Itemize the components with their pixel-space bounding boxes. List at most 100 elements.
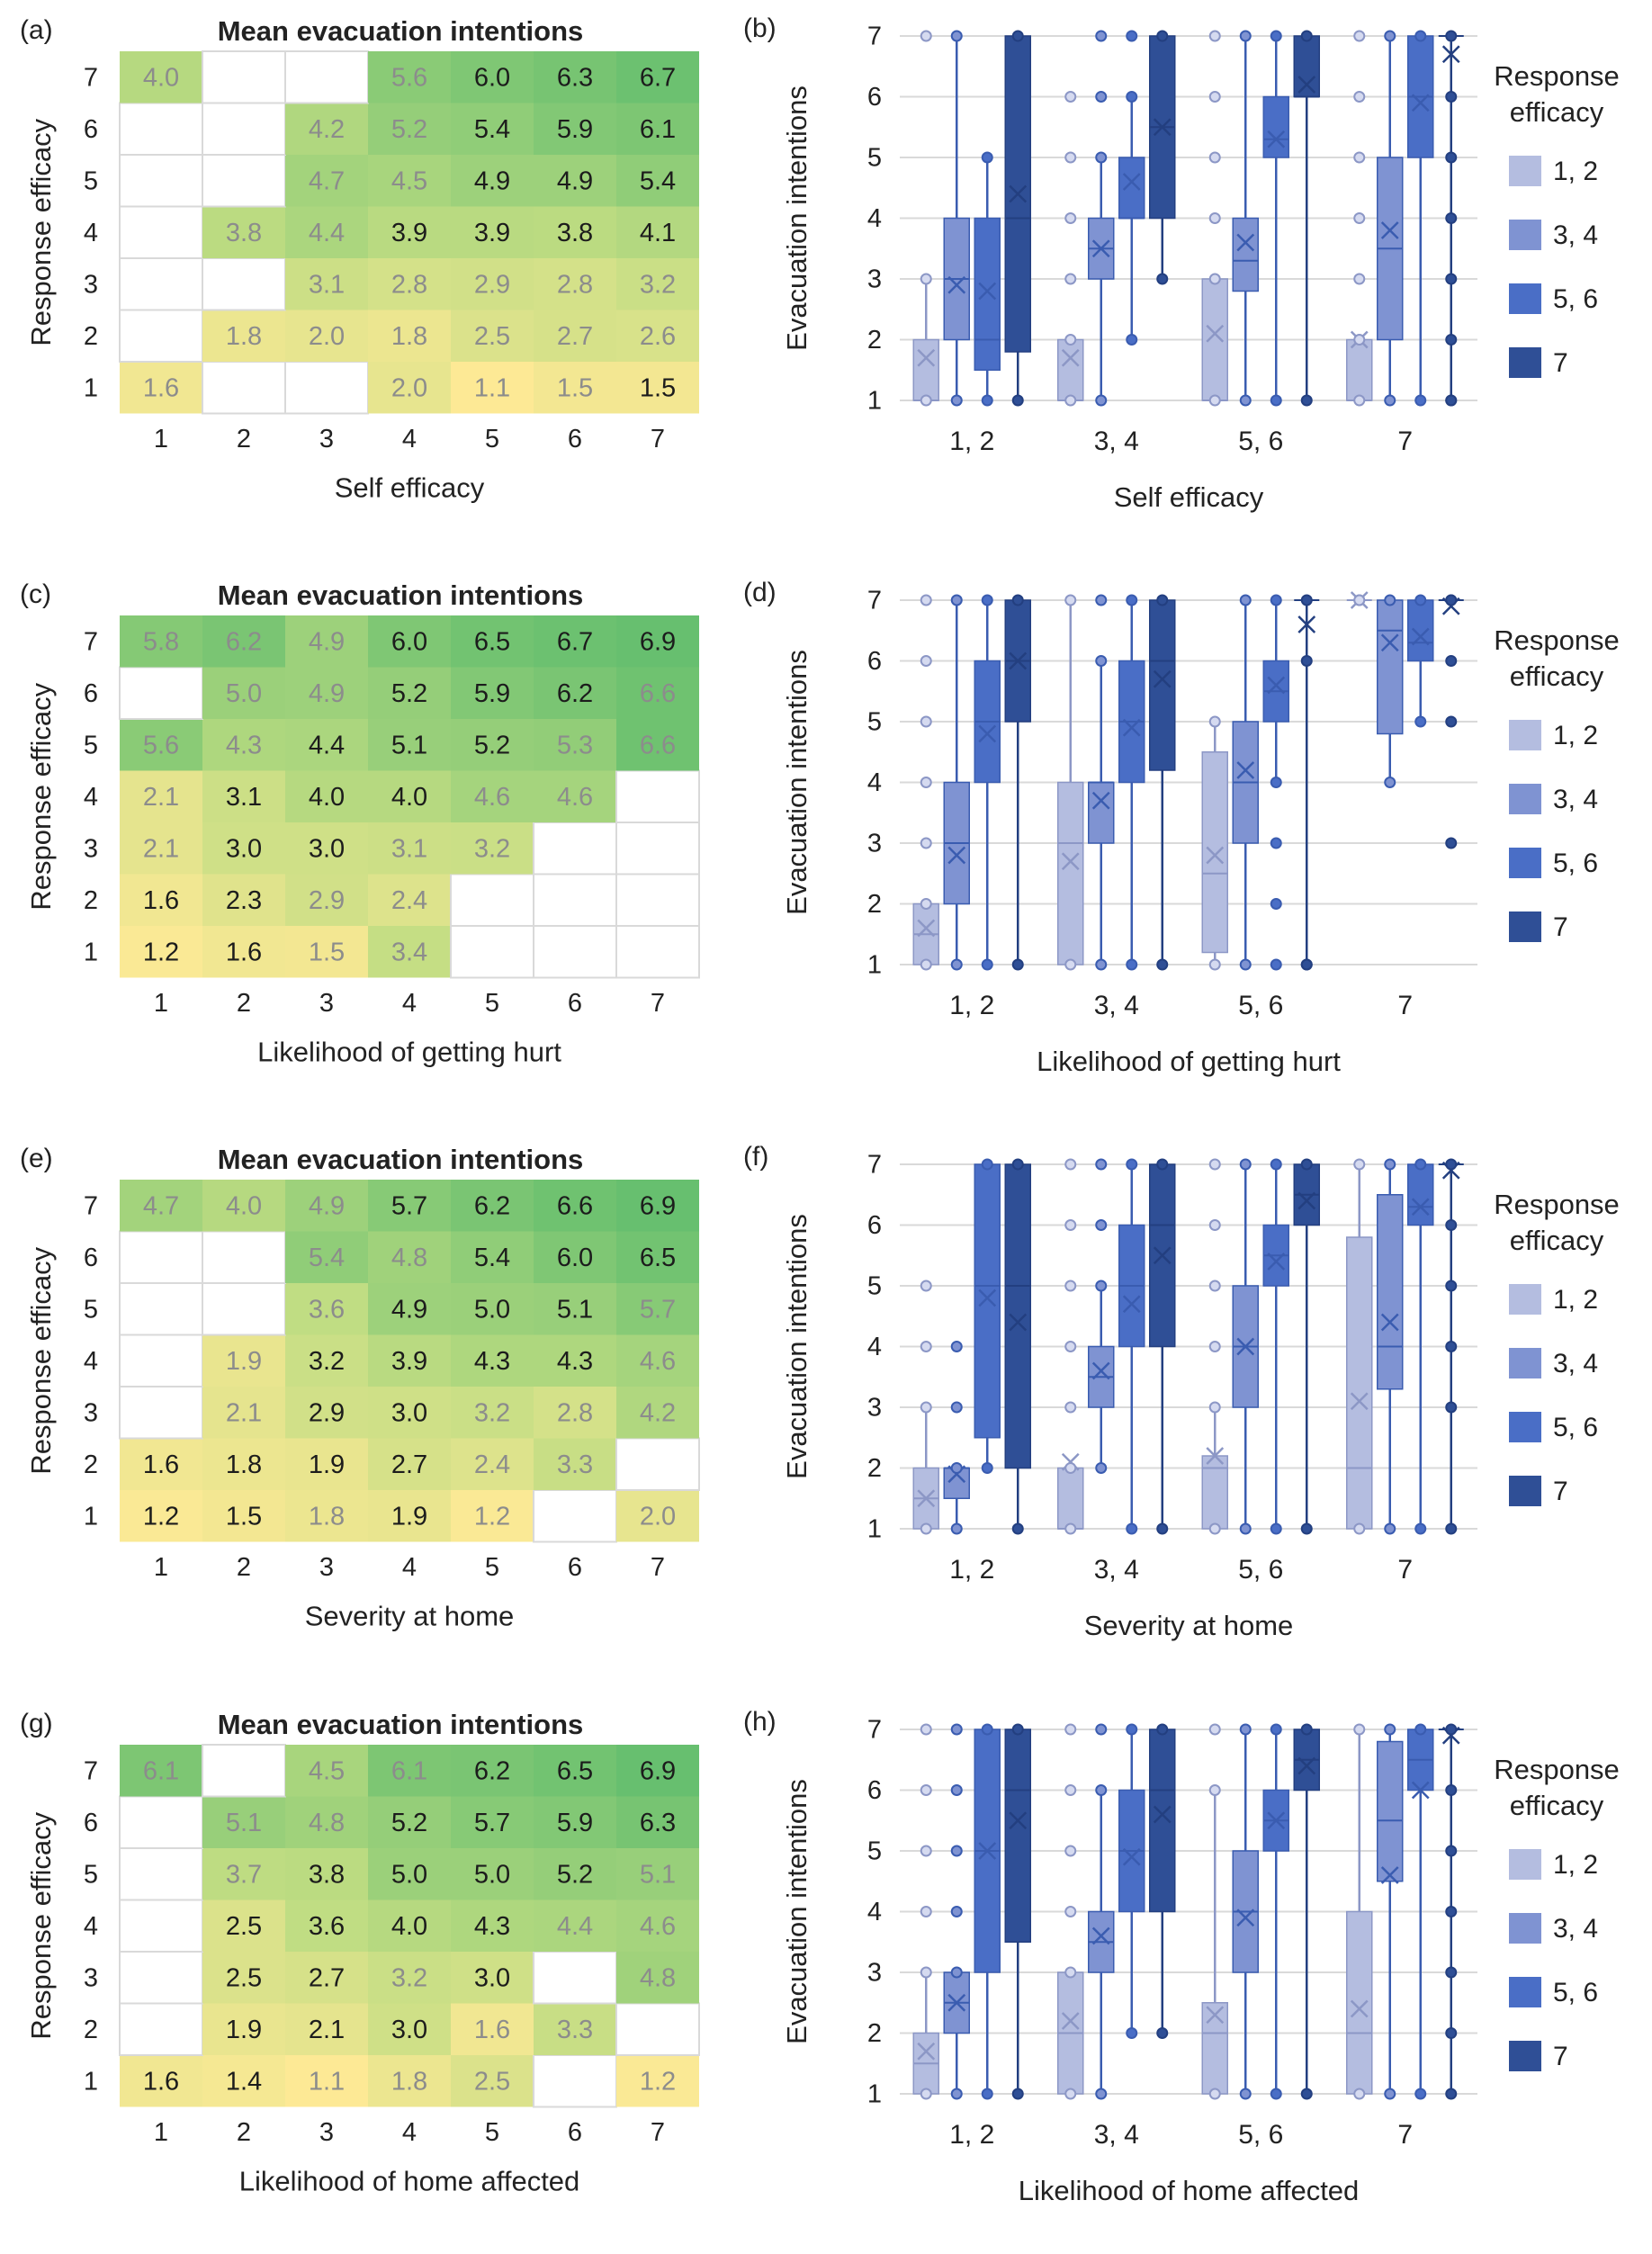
y-tick-label: 6: [84, 1244, 98, 1272]
data-point: [981, 1158, 993, 1171]
heatmap-cell: [285, 1745, 368, 1797]
heatmap-cell: [615, 1437, 700, 1491]
cell-value-label: 1.9: [226, 1347, 262, 1376]
data-point: [1353, 1723, 1366, 1736]
data-point: [1095, 1158, 1108, 1171]
data-point: [1095, 1462, 1108, 1474]
heatmap-cell: [202, 310, 285, 362]
legend-entry: 1, 2: [1553, 721, 1598, 750]
y-tick-label: 6: [867, 1776, 882, 1805]
data-point: [1353, 1158, 1366, 1171]
y-axis-label: Response efficacy: [25, 118, 57, 346]
heatmap-cell: [368, 1334, 451, 1387]
y-tick-label: 6: [867, 1211, 882, 1240]
data-point: [1239, 1158, 1252, 1171]
x-axis-label: Self efficacy: [335, 472, 485, 504]
data-point: [1414, 1522, 1427, 1535]
heatmap-cell: [202, 1438, 285, 1490]
y-tick-label: 3: [84, 1963, 98, 1992]
mean-marker: [1122, 718, 1141, 737]
heatmap-cell: [616, 155, 699, 207]
heatmap-cell: [368, 1438, 451, 1490]
data-point: [1445, 394, 1458, 407]
mean-marker: [978, 724, 997, 743]
cell-value-label: 5.1: [640, 1860, 676, 1889]
heatmap-cell: [120, 719, 202, 771]
heatmap-cell: [202, 1848, 285, 1900]
data-point: [1208, 958, 1221, 971]
y-tick-label: 3: [867, 1394, 882, 1423]
heatmap-cell: [285, 1952, 368, 2004]
data-point: [1384, 1158, 1396, 1171]
x-tick-label: 3: [319, 1553, 334, 1582]
heatmap-cell: [368, 1283, 451, 1335]
data-point: [1095, 1723, 1108, 1736]
heatmap-cell: [202, 719, 285, 771]
data-point: [981, 2088, 993, 2100]
cell-value-label: 2.6: [640, 322, 676, 351]
data-point: [1353, 273, 1366, 285]
heatmap-cell: [616, 615, 699, 668]
heatmap-cell: [451, 103, 534, 155]
legend-entry: 1, 2: [1553, 1850, 1598, 1880]
x-tick-label: 1: [154, 425, 168, 453]
data-point: [1239, 1522, 1252, 1535]
cell-value-label: 6.1: [640, 115, 676, 144]
data-point: [1300, 1522, 1313, 1535]
cell-value-label: 2.9: [309, 886, 345, 915]
heatmap-cell: [616, 362, 699, 414]
x-tick-label: 7: [651, 2118, 665, 2147]
heatmap-cell: [120, 822, 202, 875]
y-tick-label: 5: [84, 1295, 98, 1324]
heatmap-cell: [119, 1899, 203, 1953]
cell-value-label: 6.2: [474, 1191, 510, 1220]
mean-marker: [1009, 184, 1028, 203]
cell-value-label: 4.3: [474, 1912, 510, 1941]
mean-marker: [1297, 1756, 1316, 1775]
legend-swatch: [1509, 1913, 1541, 1944]
legend-swatch: [1509, 220, 1541, 250]
y-tick-label: 7: [84, 1191, 98, 1220]
y-tick-label: 5: [867, 144, 882, 173]
data-point: [981, 151, 993, 164]
data-point: [1300, 594, 1313, 606]
data-point: [1445, 30, 1458, 42]
cell-value-label: 2.5: [226, 1963, 262, 1992]
data-point: [1156, 1158, 1169, 1171]
mean-marker: [1153, 669, 1172, 688]
data-point: [920, 777, 932, 788]
x-tick-label: 1, 2: [949, 1555, 994, 1585]
cell-value-label: 3.2: [391, 1963, 427, 1992]
x-tick-label: 2: [237, 1553, 251, 1582]
cell-value-label: 3.3: [557, 2016, 593, 2044]
mean-marker: [1297, 615, 1316, 633]
data-point: [1270, 1723, 1282, 1736]
mean-marker: [1267, 1811, 1286, 1830]
cell-value-label: 2.4: [474, 1450, 510, 1479]
x-tick-label: 3, 4: [1094, 1555, 1139, 1585]
cell-value-label: 5.9: [557, 115, 593, 144]
cell-value-label: 5.6: [391, 63, 427, 92]
legend-swatch: [1509, 720, 1541, 750]
cell-value-label: 1.1: [309, 2067, 345, 2096]
data-point: [1064, 273, 1077, 285]
cell-value-label: 5.0: [226, 679, 262, 708]
cell-value-label: 3.9: [391, 219, 427, 247]
data-point: [1270, 837, 1282, 849]
data-point: [1414, 1723, 1427, 1736]
data-point: [1011, 30, 1024, 42]
cell-value-label: 4.7: [143, 1191, 179, 1220]
heatmap-cell: [284, 50, 369, 104]
data-point: [1414, 2088, 1427, 2100]
data-point: [920, 394, 932, 407]
y-tick-label: 4: [84, 783, 98, 812]
data-point: [950, 1341, 963, 1352]
cell-value-label: 2.7: [309, 1963, 345, 1992]
data-point: [1095, 30, 1108, 42]
heatmap-cell: [534, 362, 616, 414]
heatmap-cell: [119, 309, 203, 363]
y-tick-label: 5: [867, 1272, 882, 1301]
legend-entry: 7: [1553, 1477, 1568, 1506]
mean-marker: [1206, 324, 1225, 343]
heatmap-cell: [534, 155, 616, 207]
